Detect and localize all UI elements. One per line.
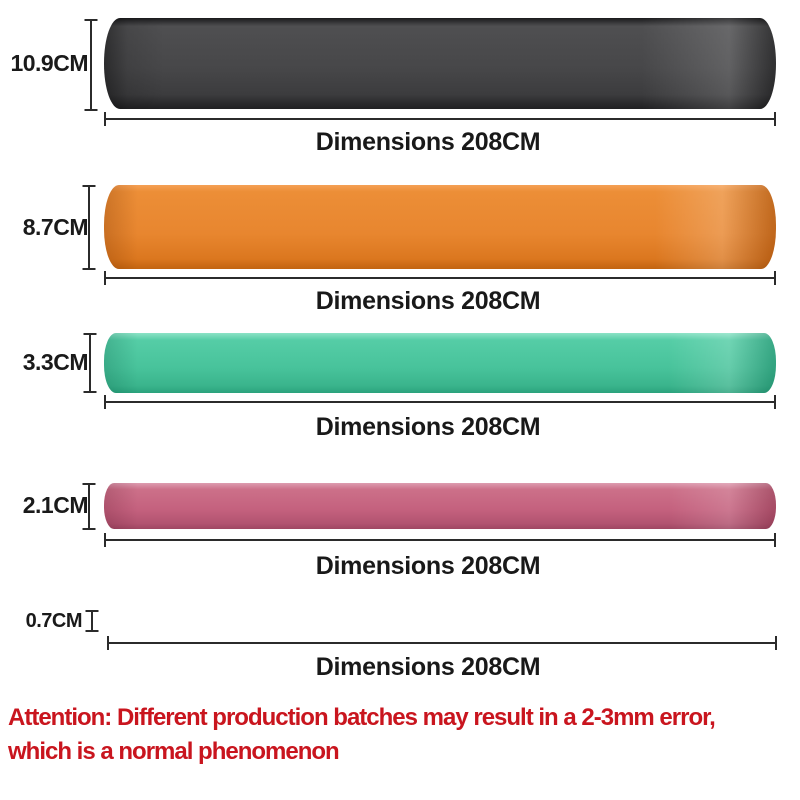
band-blue-width-label: 0.7CM bbox=[25, 610, 83, 632]
measure-cap-icon bbox=[83, 333, 97, 335]
band-orange-length-measure-line bbox=[104, 271, 776, 285]
band-black bbox=[104, 18, 776, 109]
band-pink-length-measure-line bbox=[104, 533, 776, 547]
band-green bbox=[104, 333, 776, 393]
band-black-length-measure-line bbox=[104, 112, 776, 126]
band-green-width-label: 3.3CM bbox=[22, 349, 89, 375]
measure-cap-icon bbox=[85, 630, 99, 632]
band-green-height-measure-line bbox=[83, 333, 97, 393]
band-pink-length-label: Dimensions 208CM bbox=[315, 552, 541, 580]
band-pink bbox=[104, 483, 776, 529]
measure-tick-icon bbox=[104, 271, 106, 285]
measure-cap-icon bbox=[84, 19, 98, 21]
band-green-length-label: Dimensions 208CM bbox=[315, 413, 541, 441]
measure-cap-icon bbox=[82, 483, 96, 485]
band-orange-height-measure-line bbox=[82, 185, 96, 270]
attention-note: Attention: Different production batches … bbox=[8, 701, 800, 769]
measure-cap-icon bbox=[83, 391, 97, 393]
band-blue-height-measure-line bbox=[85, 610, 99, 632]
measure-cap-icon bbox=[82, 268, 96, 270]
band-pink-height-measure-line bbox=[82, 483, 96, 530]
band-green-length-measure-line bbox=[104, 395, 776, 409]
measure-tick-icon bbox=[774, 395, 776, 409]
measure-tick-icon bbox=[104, 533, 106, 547]
band-blue-length-measure-line bbox=[107, 636, 777, 650]
measure-tick-icon bbox=[107, 636, 109, 650]
attention-line-1: Attention: Different production batches … bbox=[8, 704, 716, 731]
band-pink-width-label: 2.1CM bbox=[22, 492, 89, 518]
measure-tick-icon bbox=[774, 271, 776, 285]
band-orange-length-label: Dimensions 208CM bbox=[315, 287, 541, 315]
band-black-height-measure-line bbox=[84, 19, 98, 111]
band-black-length-label: Dimensions 208CM bbox=[315, 128, 541, 156]
measure-tick-icon bbox=[775, 636, 777, 650]
measure-tick-icon bbox=[774, 533, 776, 547]
measure-cap-icon bbox=[85, 610, 99, 612]
attention-line-2: which is a normal phenomenon bbox=[8, 738, 340, 765]
measure-cap-icon bbox=[82, 528, 96, 530]
measure-tick-icon bbox=[104, 395, 106, 409]
band-orange bbox=[104, 185, 776, 269]
measure-cap-icon bbox=[84, 109, 98, 111]
measure-tick-icon bbox=[104, 112, 106, 126]
measure-cap-icon bbox=[82, 185, 96, 187]
band-black-width-label: 10.9CM bbox=[10, 50, 88, 76]
band-blue bbox=[106, 613, 776, 629]
measure-tick-icon bbox=[774, 112, 776, 126]
band-blue-length-label: Dimensions 208CM bbox=[315, 653, 541, 681]
band-orange-width-label: 8.7CM bbox=[22, 214, 89, 240]
